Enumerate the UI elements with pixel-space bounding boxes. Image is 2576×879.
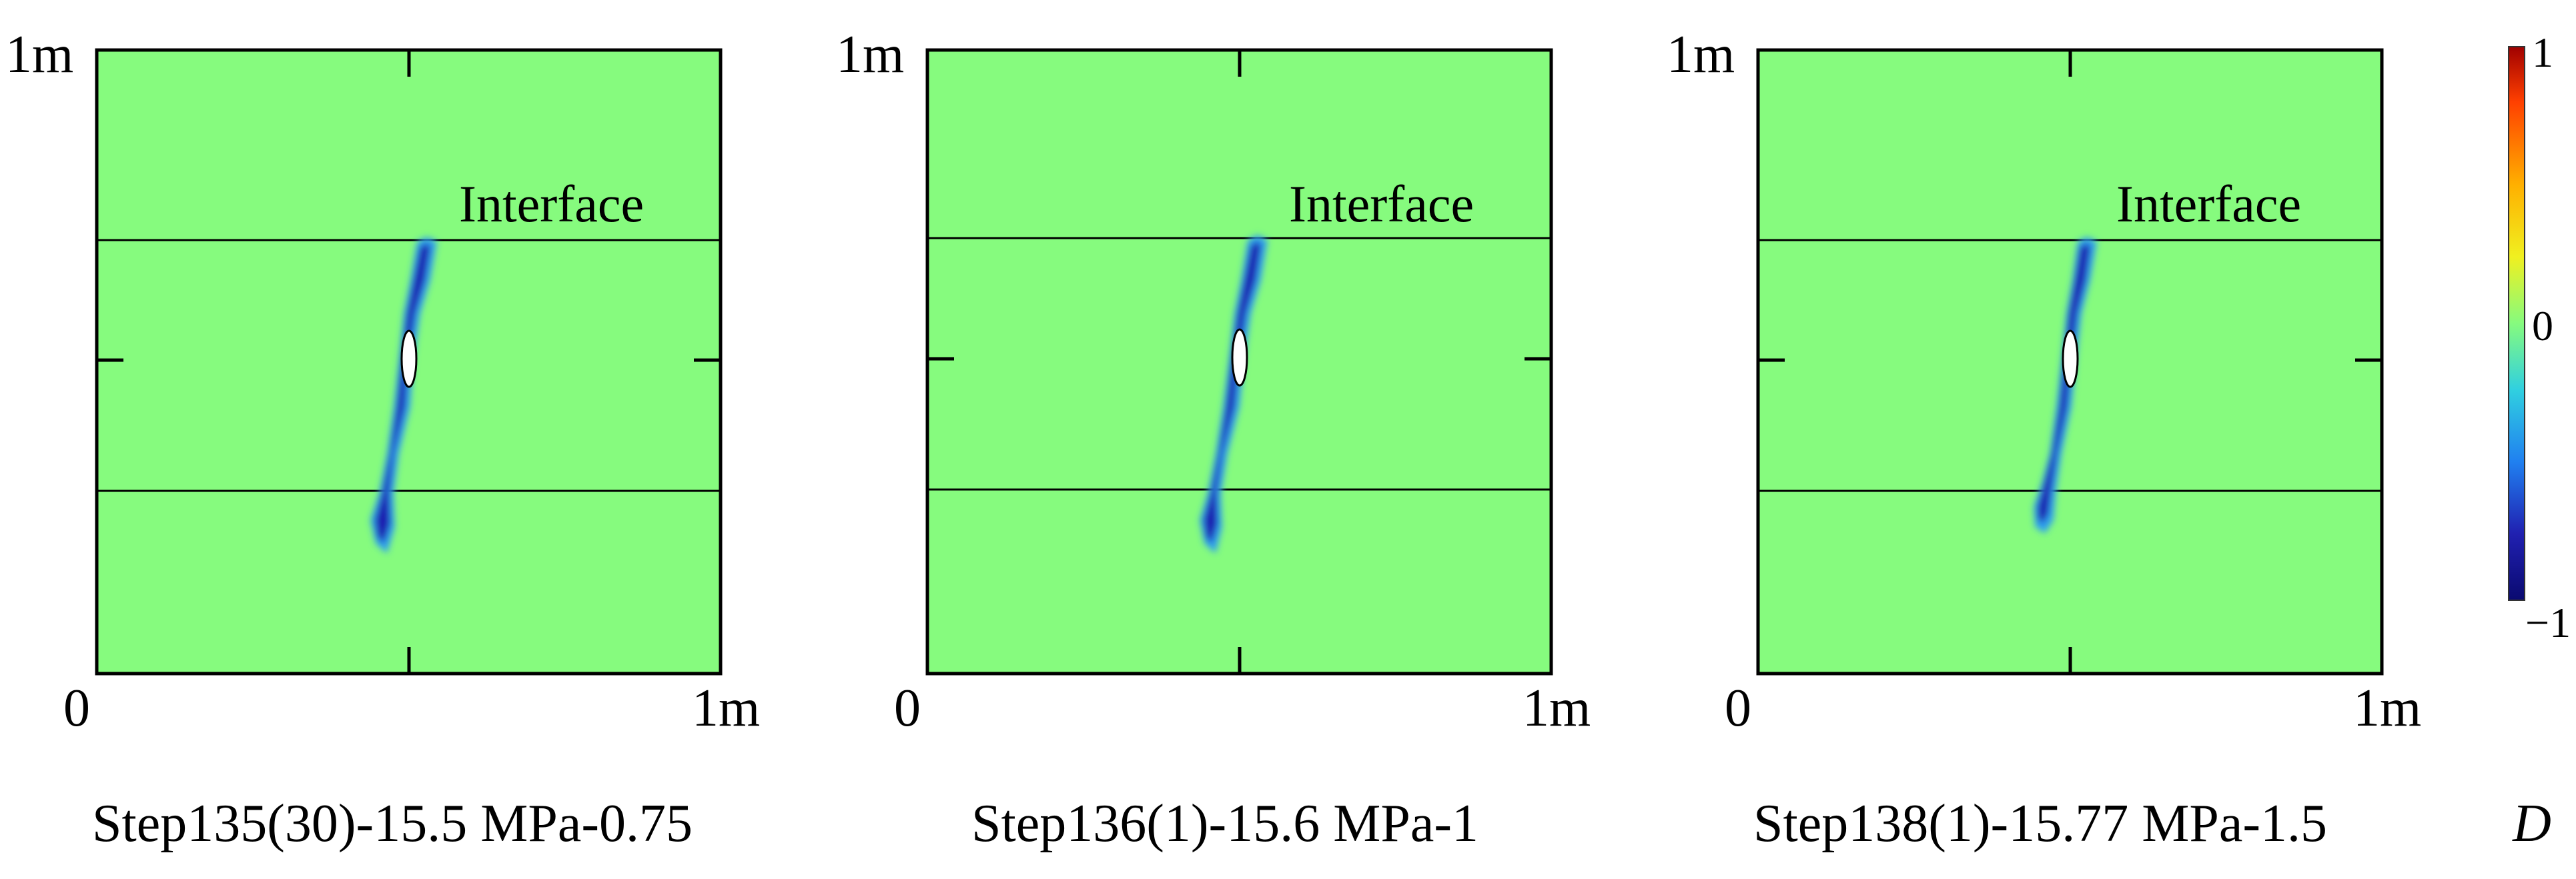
panel-1-axis-y-top: 1m <box>5 25 73 84</box>
colorbar: 1 0 −1 <box>2508 29 2571 646</box>
panel-1-borehole <box>400 329 418 388</box>
panel-2-interface-label: Interface <box>1289 175 1474 233</box>
panel-1: Interface 1m 0 1m <box>5 25 760 738</box>
panel-2: Interface 1m 0 1m <box>836 25 1591 738</box>
panel-3-borehole <box>2062 329 2079 388</box>
panel-2-axis-y-top: 1m <box>836 25 904 84</box>
colorbar-min-label: −1 <box>2525 599 2571 646</box>
colorbar-variable-label: D <box>2513 794 2551 853</box>
colorbar-gradient <box>2508 46 2525 601</box>
colorbar-max-label: 1 <box>2532 29 2553 76</box>
panel-2-caption: Step136(1)-15.6 MPa-1 <box>971 794 1478 853</box>
panel-3-damage-band <box>2034 237 2097 534</box>
panel-3-axis-x-origin: 0 <box>1725 679 1751 738</box>
panel-3: Interface 1m 0 1m <box>1667 25 2421 738</box>
panel-3-interface-label: Interface <box>2116 175 2301 233</box>
panel-2-axis-x-origin: 0 <box>894 679 921 738</box>
panel-3-axis-y-top: 1m <box>1667 25 1735 84</box>
panel-2-damage-band <box>1200 235 1268 554</box>
panel-1-interface-label: Interface <box>459 175 644 233</box>
panel-3-caption: Step138(1)-15.77 MPa-1.5 <box>1753 794 2327 853</box>
panel-1-caption: Step135(30)-15.5 MPa-0.75 <box>92 794 693 853</box>
panel-2-borehole <box>1231 328 1248 387</box>
panel-1-axis-x-end: 1m <box>692 679 760 738</box>
colorbar-mid-label: 0 <box>2532 302 2553 349</box>
panel-1-damage-band <box>370 237 437 554</box>
panel-3-axis-x-end: 1m <box>2353 679 2421 738</box>
panel-1-axis-x-origin: 0 <box>63 679 90 738</box>
panel-2-axis-x-end: 1m <box>1523 679 1591 738</box>
